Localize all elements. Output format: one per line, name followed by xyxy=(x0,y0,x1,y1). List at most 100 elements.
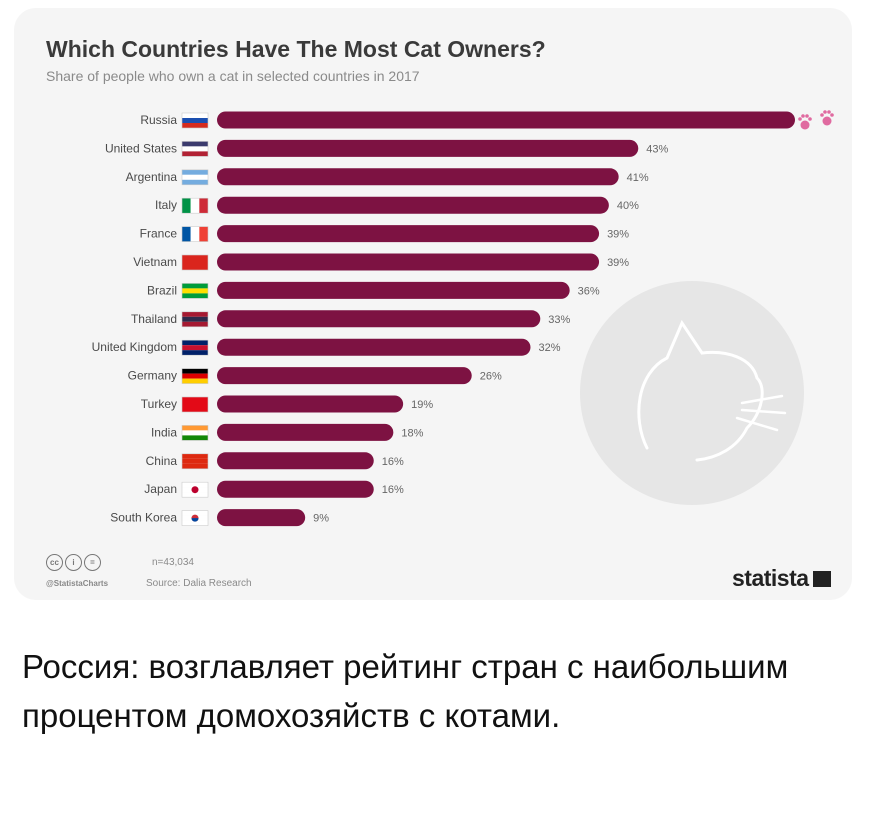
flag-stripe xyxy=(182,141,208,147)
value-label-united-states: 43% xyxy=(646,143,668,155)
flag-stripe xyxy=(182,293,208,299)
flag-emblem xyxy=(191,518,199,522)
category-label-italy: Italy xyxy=(155,198,177,212)
flag-stripe xyxy=(190,198,200,214)
value-label-japan: 16% xyxy=(382,484,404,496)
flag-stripe xyxy=(182,345,208,351)
flag-stripe xyxy=(182,435,208,441)
no-derivatives-icon: = xyxy=(84,554,101,571)
value-label-brazil: 36% xyxy=(578,285,600,297)
flag-stripe xyxy=(182,174,208,180)
flag-stripe xyxy=(182,402,208,407)
flag-stripe xyxy=(182,397,208,402)
category-label-china: China xyxy=(146,454,178,468)
flag-brazil-icon xyxy=(181,283,209,299)
flag-stripe xyxy=(182,169,208,175)
flag-stripe xyxy=(182,321,208,327)
value-label-vietnam: 39% xyxy=(607,257,629,269)
bar-india xyxy=(217,423,394,441)
statista-handle: @StatistaCharts xyxy=(46,579,109,588)
paw-toe xyxy=(798,117,802,121)
category-label-turkey: Turkey xyxy=(141,397,177,411)
statista-mark-icon xyxy=(812,570,831,587)
value-label-turkey: 19% xyxy=(411,399,433,411)
flag-turkey-icon xyxy=(181,396,209,413)
attribution-icon: i xyxy=(65,554,82,571)
caption-text: Россия: возглавляет рейтинг стран с наиб… xyxy=(22,648,789,734)
flag-italy-icon xyxy=(181,197,209,214)
source-label: Source: Dalia Research xyxy=(146,578,252,589)
paw-icon xyxy=(800,120,810,130)
flag-stripe xyxy=(182,510,208,516)
flag-stripe xyxy=(182,226,191,242)
flag-stripe xyxy=(182,350,208,356)
statista-logo: statista xyxy=(732,565,831,592)
flag-russia-icon xyxy=(181,112,209,129)
flag-stripe xyxy=(182,340,208,346)
category-label-thailand: Thailand xyxy=(131,312,177,326)
value-label-germany: 26% xyxy=(480,371,502,383)
bar-germany xyxy=(217,367,472,385)
flag-stripe xyxy=(182,316,208,322)
flag-stripe xyxy=(182,368,208,374)
paw-toe xyxy=(830,113,834,117)
flag-stripe xyxy=(182,458,208,464)
flag-argentina-icon xyxy=(181,169,209,186)
category-label-united-states: United States xyxy=(105,141,177,155)
flag-india-icon xyxy=(181,425,209,441)
flag-stripe xyxy=(182,260,208,265)
bar-russia xyxy=(217,111,795,129)
flag-stripe xyxy=(182,453,208,459)
category-label-germany: Germany xyxy=(128,369,177,383)
flag-stripe xyxy=(199,198,208,214)
value-label-china: 16% xyxy=(382,456,404,468)
paw-toe xyxy=(827,110,831,114)
value-label-thailand: 33% xyxy=(548,314,570,326)
value-label-south-korea: 9% xyxy=(313,513,329,525)
flag-china-icon xyxy=(181,453,209,470)
bar-france xyxy=(217,225,600,243)
flag-japan-icon xyxy=(181,481,209,498)
value-label-united-kingdom: 32% xyxy=(538,342,560,354)
bar-south-korea xyxy=(217,509,306,527)
category-label-india: India xyxy=(151,425,177,439)
category-label-japan: Japan xyxy=(144,482,177,496)
paw-toe xyxy=(823,110,827,114)
flag-south-korea-icon xyxy=(181,510,209,526)
flag-stripe xyxy=(182,520,208,526)
flag-stripe xyxy=(182,118,208,123)
value-label-argentina: 41% xyxy=(627,172,649,184)
value-label-france: 39% xyxy=(607,229,629,241)
paw-icon xyxy=(822,116,832,126)
statista-wordmark: statista xyxy=(732,565,809,591)
paw-toe xyxy=(820,113,824,117)
paw-toe xyxy=(805,114,809,118)
category-label-vietnam: Vietnam xyxy=(133,255,177,269)
flag-stripe xyxy=(182,425,208,431)
flag-stripe xyxy=(182,123,208,128)
flag-stripe xyxy=(182,373,208,379)
flag-vietnam-icon xyxy=(181,254,209,271)
value-label-italy: 40% xyxy=(617,200,639,212)
value-label-india: 18% xyxy=(401,427,423,439)
cat-watermark-icon xyxy=(580,281,804,505)
flag-stripe xyxy=(182,378,208,384)
bar-china xyxy=(217,452,374,470)
sample-size: n=43,034 xyxy=(152,557,194,568)
bar-thailand xyxy=(217,310,541,328)
category-label-argentina: Argentina xyxy=(126,170,178,184)
bar-vietnam xyxy=(217,253,600,271)
flag-stripe xyxy=(182,113,208,118)
flag-stripe xyxy=(182,430,208,436)
bar-japan xyxy=(217,480,374,498)
flag-united-kingdom-icon xyxy=(181,339,209,356)
flag-emblem xyxy=(191,486,199,494)
flag-stripe xyxy=(182,255,208,260)
paw-toe xyxy=(801,114,805,118)
flag-stripe xyxy=(182,492,208,498)
bar-italy xyxy=(217,196,609,214)
bar-chart: Russia59%United States43%Argentina41%Ita… xyxy=(92,110,834,527)
flag-stripe xyxy=(182,151,208,157)
flag-stripe xyxy=(182,198,191,214)
chart-subtitle: Share of people who own a cat in selecte… xyxy=(46,68,420,84)
